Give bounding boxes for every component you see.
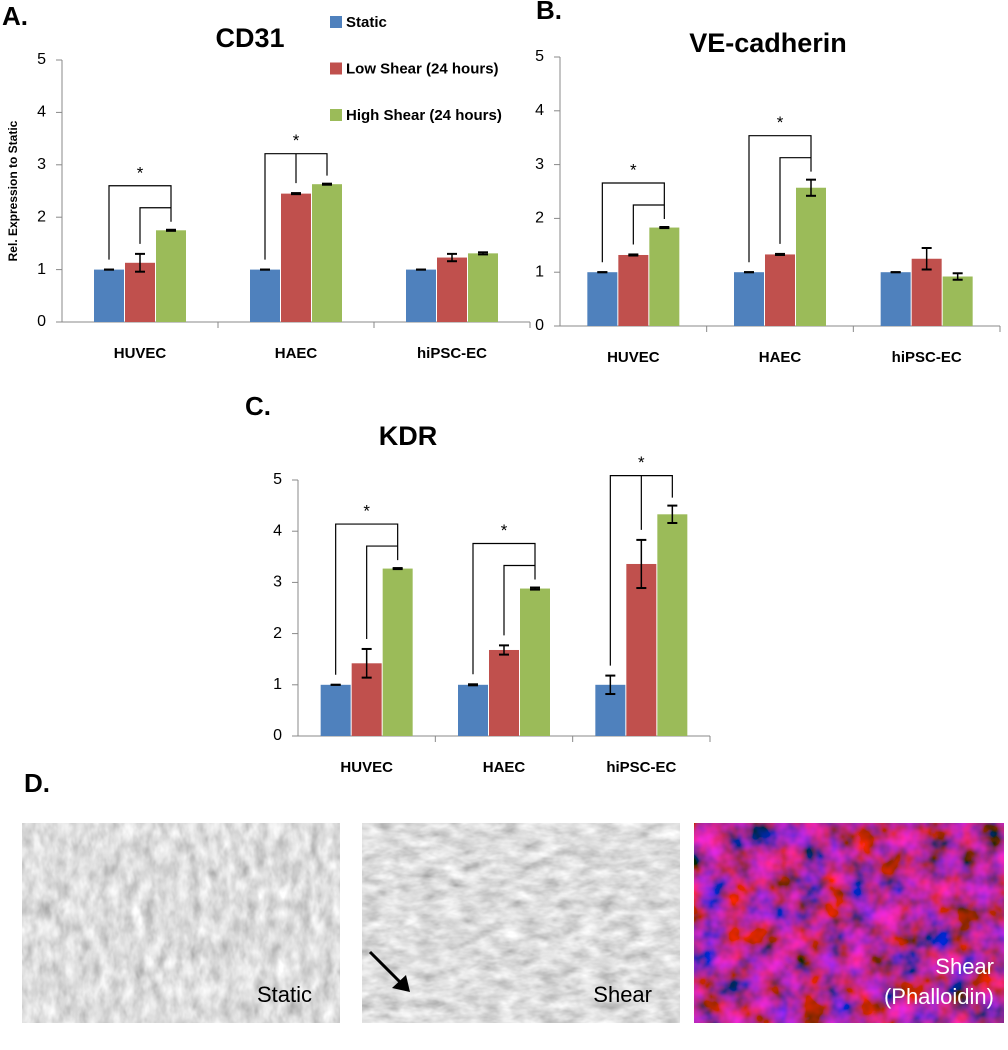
bar: [618, 254, 649, 326]
significance-bracket: [632, 204, 665, 245]
significance-label: *: [777, 113, 784, 132]
bar: [489, 649, 519, 736]
significance-bracket: [609, 475, 673, 666]
bar: [437, 257, 467, 322]
bar: [880, 272, 911, 326]
x-tick-label: HUVEC: [607, 349, 660, 366]
y-tick-label: 3: [535, 156, 544, 173]
significance-bracket: [108, 185, 172, 260]
bar: [458, 684, 488, 736]
bar: [657, 514, 688, 736]
bar: [649, 227, 680, 326]
bar: [281, 193, 311, 322]
y-tick-label: 3: [37, 156, 46, 173]
legend-swatch: [330, 16, 342, 28]
significance-bracket: [366, 545, 398, 639]
bar: [156, 230, 186, 322]
y-tick-label: 3: [273, 574, 282, 591]
y-tick-label: 1: [37, 261, 46, 278]
panel-label: D.: [24, 768, 50, 798]
chart-title: KDR: [379, 421, 438, 451]
legend-label: Low Shear (24 hours): [346, 60, 499, 77]
y-tick-label: 0: [273, 727, 282, 744]
y-axis-label: Rel. Expression to Static: [6, 120, 20, 261]
significance-label: *: [363, 502, 370, 521]
significance-bracket: [139, 207, 171, 244]
significance-bracket: [503, 564, 535, 636]
micrograph: [22, 823, 340, 1023]
caption: Static: [257, 982, 312, 1007]
x-tick-label: hiPSC-EC: [606, 759, 676, 776]
chart-title: VE-cadherin: [689, 28, 847, 58]
y-tick-label: 0: [37, 313, 46, 330]
bar: [94, 269, 124, 322]
y-tick-label: 4: [37, 104, 46, 121]
legend-swatch: [330, 62, 342, 75]
bar: [520, 588, 550, 736]
bar: [468, 253, 498, 322]
panel-label: B.: [536, 0, 562, 25]
y-tick-label: 5: [535, 48, 544, 65]
bar: [312, 184, 342, 322]
y-tick-label: 4: [535, 102, 544, 119]
panel-label: A.: [2, 1, 28, 31]
x-tick-label: HUVEC: [340, 759, 393, 776]
bar: [587, 272, 618, 326]
y-tick-label: 1: [273, 676, 282, 693]
bar: [250, 269, 280, 322]
significance-bracket: [601, 182, 665, 263]
significance-label: *: [630, 160, 637, 179]
bar: [734, 272, 764, 326]
significance-label: *: [137, 163, 144, 182]
y-tick-label: 5: [37, 51, 46, 68]
legend-label: High Shear (24 hours): [346, 107, 502, 124]
x-tick-label: HAEC: [759, 349, 802, 366]
panel-d: D. Static Shear Shear (Phalloidin): [22, 768, 1004, 1023]
chart-title: CD31: [215, 23, 284, 53]
significance-bracket: [779, 157, 811, 244]
significance-bracket: [748, 135, 812, 263]
x-tick-label: hiPSC-EC: [417, 345, 487, 362]
micrograph: [362, 823, 680, 1023]
x-tick-label: HUVEC: [114, 345, 167, 362]
y-tick-label: 0: [535, 317, 544, 334]
legend-swatch: [330, 109, 342, 121]
x-tick-label: hiPSC-EC: [892, 349, 962, 366]
fluorescence-image: [694, 823, 1004, 1023]
bar: [942, 276, 973, 326]
bar: [320, 684, 351, 736]
bar: [382, 568, 413, 736]
caption: Shear: [593, 982, 652, 1007]
significance-label: *: [501, 521, 508, 540]
significance-bracket: [472, 542, 536, 675]
significance-label: *: [293, 131, 300, 150]
y-tick-label: 5: [273, 471, 282, 488]
significance-bracket: [335, 523, 399, 675]
y-tick-label: 2: [37, 208, 46, 225]
panel-label: C.: [245, 391, 271, 421]
y-tick-label: 4: [273, 522, 282, 539]
x-tick-label: HAEC: [483, 759, 526, 776]
y-tick-label: 2: [273, 625, 282, 642]
y-tick-label: 1: [535, 263, 544, 280]
caption: (Phalloidin): [884, 984, 994, 1009]
bar: [626, 563, 657, 736]
significance-bracket: [264, 153, 328, 260]
x-tick-label: HAEC: [275, 345, 318, 362]
arrow: [368, 950, 406, 988]
caption: Shear: [935, 954, 994, 979]
bar: [406, 269, 436, 322]
significance-label: *: [638, 453, 645, 472]
arrow-head: [392, 975, 410, 992]
bar: [765, 254, 795, 326]
y-tick-label: 2: [535, 210, 544, 227]
bar: [796, 187, 826, 326]
legend-label: Static: [346, 14, 387, 31]
